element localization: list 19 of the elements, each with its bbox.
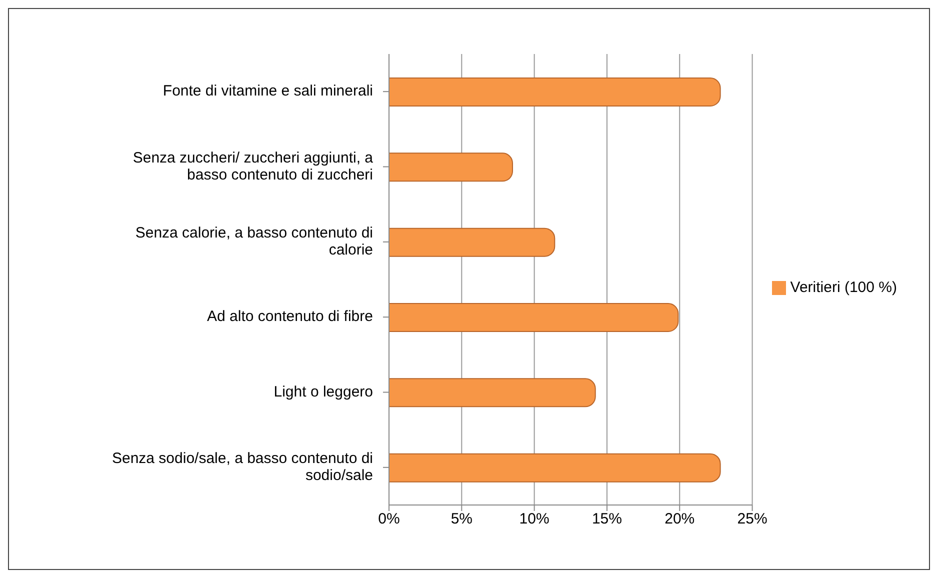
- y-tick-label: Senza sodio/sale, a basso contenuto di sodio/sale: [112, 450, 373, 484]
- y-tick-label: Fonte di vitamine e sali minerali: [162, 82, 373, 100]
- bar: [389, 453, 721, 482]
- x-tick-label: 0%: [378, 510, 400, 528]
- x-tick-label: 15%: [592, 510, 622, 528]
- x-tick-label: 5%: [450, 510, 472, 528]
- x-tick-label: 25%: [737, 510, 768, 528]
- y-tick-label: Light o leggero: [274, 383, 373, 400]
- bar: [389, 228, 556, 257]
- y-tick-label: Senza zuccheri/ zuccheri aggiunti, a basso contenuto di zuccheri: [132, 149, 374, 184]
- bar: [389, 152, 514, 182]
- legend-label: Veritieri (100 %): [790, 278, 897, 296]
- x-tick-label: 20%: [664, 510, 695, 528]
- y-tick-label: Ad alto contenuto di fibre: [207, 308, 373, 326]
- bar: [389, 378, 596, 408]
- bar: [389, 303, 679, 332]
- x-tick-label: 10%: [519, 510, 550, 528]
- y-tick-label: Senza calorie, a basso contenuto di calorie: [135, 224, 373, 258]
- bar: [389, 78, 721, 106]
